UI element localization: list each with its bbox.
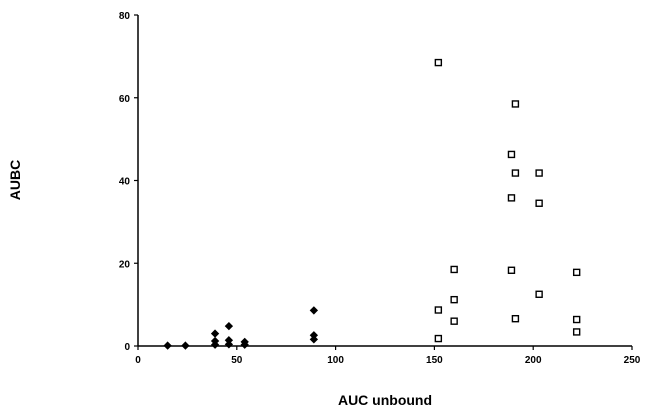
square-point [535, 199, 543, 207]
square-point [507, 150, 516, 159]
y-tick-label: 40 [119, 177, 131, 188]
diamond-point [224, 336, 234, 345]
y-tick-label: 0 [124, 342, 130, 353]
ticks: 0 50 100 150 200 250 0 20 40 60 80 [119, 11, 641, 366]
square-point [535, 290, 543, 298]
square-point [450, 317, 458, 325]
square-point [572, 328, 581, 336]
y-tick-label: 60 [119, 94, 131, 105]
square-point [450, 295, 458, 304]
data-points [163, 58, 581, 350]
diamond-point [163, 341, 172, 350]
square-point [507, 194, 516, 202]
y-axis-title: AUBC [7, 160, 23, 200]
diamond-point [224, 321, 234, 331]
x-tick-label: 250 [624, 355, 641, 366]
y-tick-label: 20 [119, 259, 131, 270]
diamond-point [210, 336, 220, 346]
square-point [434, 334, 443, 343]
x-tick-label: 0 [135, 355, 141, 366]
diamond-point [240, 337, 249, 347]
x-tick-label: 200 [525, 355, 542, 366]
square-point [434, 306, 443, 314]
square-point [572, 315, 581, 324]
square-point [535, 169, 543, 177]
diamond-point [309, 331, 319, 340]
square-point [511, 100, 520, 108]
square-point [507, 266, 516, 274]
diamond-point [181, 341, 190, 350]
x-tick-label: 100 [327, 355, 344, 366]
diamond-point [309, 306, 319, 315]
square-point [511, 169, 520, 177]
axes [137, 15, 632, 347]
square-point [434, 58, 443, 67]
x-tick-label: 50 [231, 355, 243, 366]
square-point [511, 314, 520, 323]
y-tick-label: 80 [119, 11, 131, 22]
diamond-point [210, 329, 220, 338]
square-point [572, 268, 581, 277]
square-point [450, 265, 458, 274]
x-tick-label: 150 [426, 355, 443, 366]
x-axis-title: AUC unbound [338, 392, 432, 408]
